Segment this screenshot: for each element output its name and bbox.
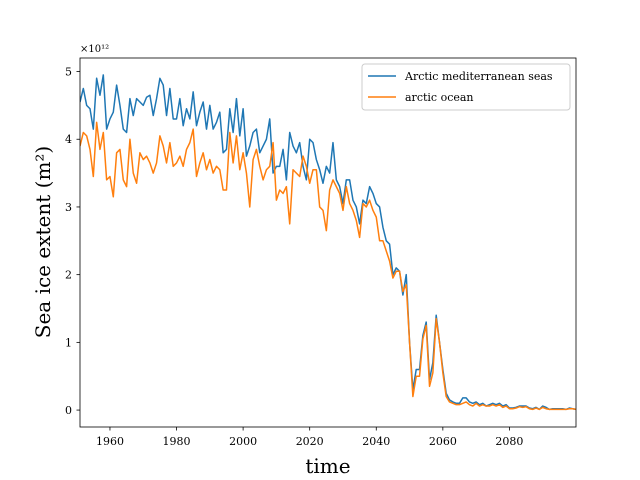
series-line-arctic-ocean bbox=[80, 121, 576, 411]
y-tick-label: 2 bbox=[65, 269, 72, 282]
x-tick-label: 2080 bbox=[495, 435, 523, 448]
x-tick-label: 2020 bbox=[296, 435, 324, 448]
axes-frame bbox=[79, 57, 577, 428]
y-tick-label: 0 bbox=[65, 404, 72, 417]
legend: Arctic mediterranean seas arctic ocean bbox=[361, 63, 571, 111]
x-tick-label: 2060 bbox=[429, 435, 457, 448]
x-axis: 1960 1980 2000 2020 2040 2060 2080 bbox=[96, 427, 523, 448]
legend-box bbox=[361, 63, 571, 111]
y-axis-label: Sea ice extent (m²) bbox=[31, 146, 55, 338]
x-tick-label: 2000 bbox=[229, 435, 257, 448]
y-tick-label: 3 bbox=[65, 201, 72, 214]
plot-area bbox=[80, 74, 576, 411]
x-tick-label: 2040 bbox=[362, 435, 390, 448]
x-axis-label: time bbox=[305, 454, 350, 478]
y-axis: 0 1 2 3 4 5 bbox=[65, 66, 80, 417]
y-multiplier-label: ×10¹² bbox=[80, 44, 109, 55]
y-tick-label: 1 bbox=[65, 336, 72, 349]
y-tick-label: 5 bbox=[65, 66, 72, 79]
x-tick-label: 1960 bbox=[96, 435, 124, 448]
legend-label-arctic-mediterranean-seas: Arctic mediterranean seas bbox=[404, 70, 553, 83]
x-tick-label: 1980 bbox=[163, 435, 191, 448]
legend-label-arctic-ocean: arctic ocean bbox=[405, 91, 474, 104]
series-line-arctic-mediterranean-seas bbox=[80, 74, 576, 411]
y-tick-label: 4 bbox=[65, 133, 72, 146]
